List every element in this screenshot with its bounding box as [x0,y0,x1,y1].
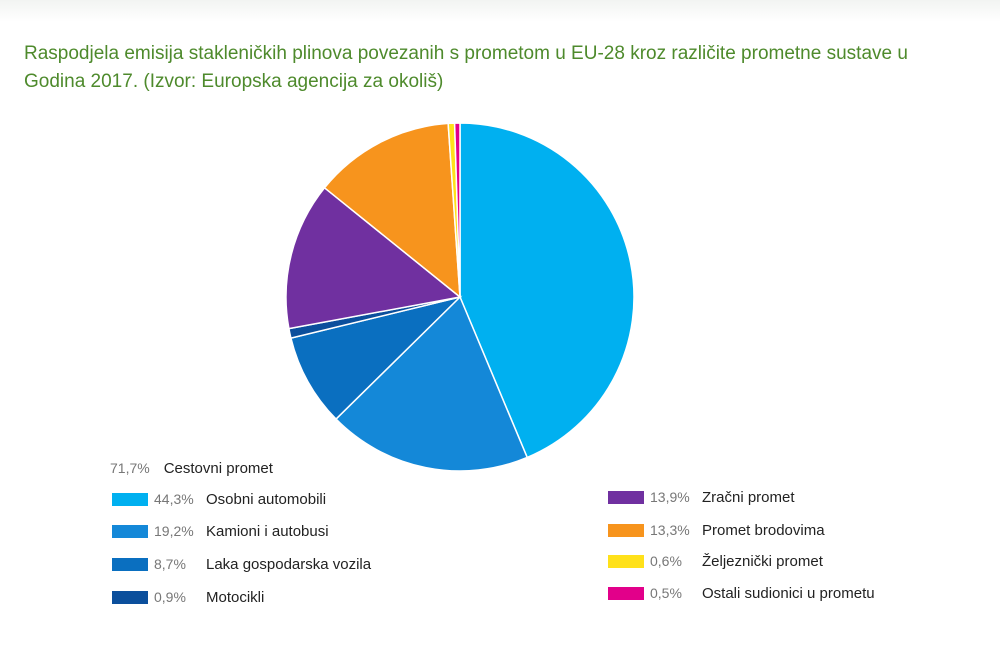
legend-item-ostali-sudionici: 0,5% Ostali sudionici u prometu [608,582,875,604]
legend-item-motocikli: 0,9% Motocikli [112,586,264,608]
legend-group-row: 71,7% Cestovni promet [110,457,273,479]
legend-label: Promet brodovima [702,521,825,539]
legend-item-kamioni-i-autobusi: 19,2% Kamioni i autobusi [112,520,329,542]
legend-value: 44,3% [154,491,194,507]
legend-item-osobni-automobili: 44,3% Osobni automobili [112,488,326,510]
pie-slice-zra-ni-promet [285,186,462,330]
legend-label: Kamioni i autobusi [206,522,329,540]
pie-slice-promet-brodovima [323,122,461,299]
legend-swatch [608,554,644,568]
legend-label: Osobni automobili [206,490,327,508]
legend-value: 13,9% [650,489,690,505]
pie-slice-ostali-sudionici-u-prometu [453,122,461,298]
top-fade [0,0,1000,22]
legend-swatch [112,557,148,571]
legend-swatch [608,586,644,600]
legend-value: 0,6% [650,553,682,569]
legend-label: Laka gospodarska vozila [206,555,372,573]
pie-slice-kamioni-i-autobusi [334,295,529,472]
legend-swatch [112,492,148,506]
legend-swatch [112,590,148,604]
legend-label: Motocikli [206,588,265,606]
legend-swatch [608,523,644,537]
pie-slices [285,122,635,472]
legend-label: Željeznički promet [702,552,823,570]
legend-label: Zračni promet [702,488,795,506]
legend-item-promet-brodovima: 13,3% Promet brodovima [608,519,825,541]
legend-group-value: 71,7% [110,460,150,476]
pie-slice-laka-gospodarska-vozila [290,295,463,421]
pie-slice-osobni-automobili [459,122,635,459]
legend-value: 13,3% [650,522,690,538]
legend-swatch [112,524,148,538]
legend-value: 19,2% [154,523,194,539]
legend-item-zracni-promet: 13,9% Zračni promet [608,486,795,508]
chart-title: Raspodjela emisija stakleničkih plinova … [24,43,908,92]
legend-item-laka-gospodarska-vozila: 8,7% Laka gospodarska vozila [112,553,371,575]
legend-value: 0,9% [154,589,186,605]
legend-value: 8,7% [154,556,186,572]
legend-swatch [608,490,644,504]
legend-group-label: Cestovni promet [163,459,273,477]
legend-label: Ostali sudionici u prometu [702,584,875,602]
legend-value: 0,5% [650,585,682,601]
legend-item-zeljeznicki-promet: 0,6% Željeznički promet [608,550,823,572]
